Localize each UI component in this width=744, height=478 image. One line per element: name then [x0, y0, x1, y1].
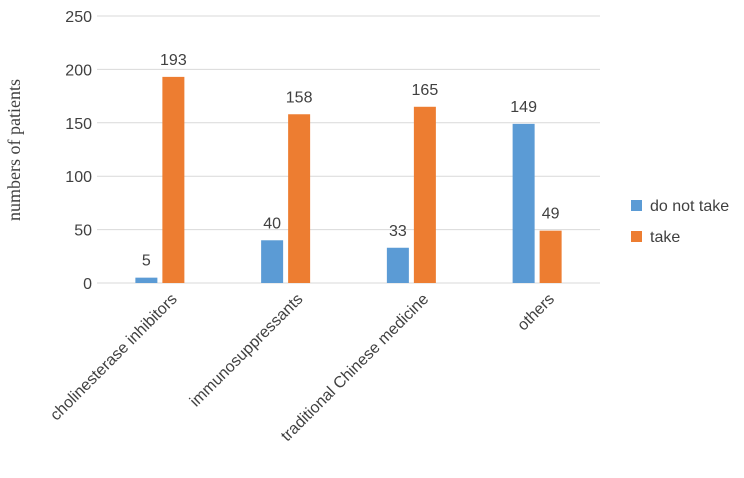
- data-label: 149: [510, 99, 537, 116]
- bar-take: [539, 230, 562, 283]
- y-tick-label: 100: [65, 169, 92, 186]
- legend-label: do not take: [650, 198, 729, 215]
- x-category-label: traditional Chinese medicine: [278, 291, 432, 445]
- y-tick-label: 200: [65, 62, 92, 79]
- bar-do-not-take: [261, 240, 284, 283]
- bars: [135, 76, 562, 283]
- x-category-label: others: [514, 291, 557, 334]
- bar-do-not-take: [135, 277, 158, 283]
- data-labels: 5 193 40 158 33 165 149 49: [142, 52, 560, 270]
- legend: do not take take: [631, 198, 729, 246]
- bar-take: [413, 106, 436, 283]
- data-label: 193: [160, 52, 187, 69]
- data-label: 49: [542, 206, 560, 223]
- bar-take: [162, 76, 185, 283]
- y-tick-label: 250: [65, 9, 92, 26]
- bar-do-not-take: [512, 123, 535, 283]
- legend-swatch: [631, 200, 642, 211]
- y-tick-label: 50: [74, 223, 92, 240]
- data-label: 165: [412, 82, 439, 99]
- data-label: 40: [263, 215, 281, 232]
- y-tick-label: 150: [65, 116, 92, 133]
- x-category-label: cholinesterase inhibitors: [47, 291, 180, 424]
- bar-take: [288, 114, 311, 283]
- y-axis-ticks: 0 50 100 150 200 250: [65, 9, 92, 293]
- bar-do-not-take: [386, 247, 409, 283]
- legend-label: take: [650, 229, 680, 246]
- y-tick-label: 0: [83, 276, 92, 293]
- data-label: 158: [286, 89, 313, 106]
- data-label: 5: [142, 253, 151, 270]
- x-axis-categories: cholinesterase inhibitors immunosuppressa…: [47, 291, 558, 445]
- x-category-label: immunosuppressants: [187, 291, 307, 411]
- legend-swatch: [631, 231, 642, 242]
- data-label: 33: [389, 223, 407, 240]
- y-axis-label: numbers of patients: [4, 79, 24, 221]
